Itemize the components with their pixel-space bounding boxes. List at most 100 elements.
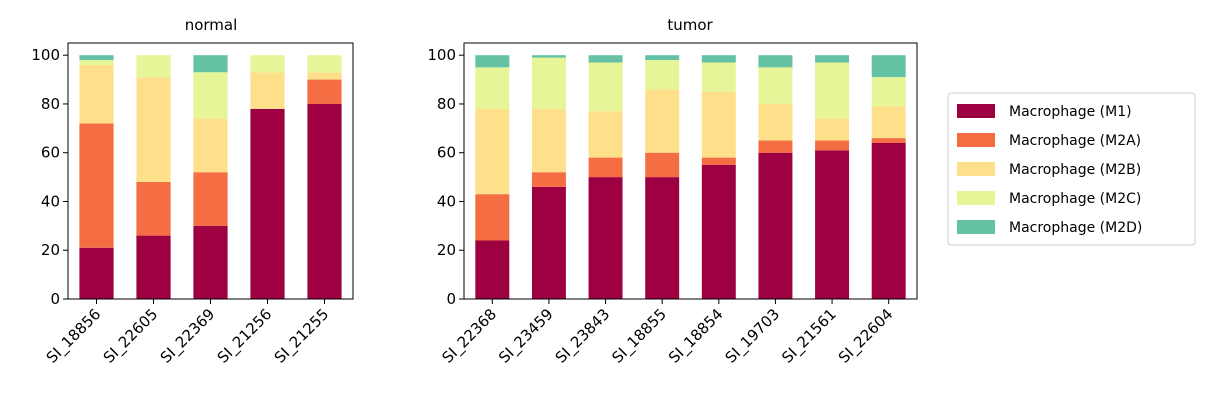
bar-segment-tumor-SI_18854-0 [701, 164, 736, 299]
x-tick-label: SI_21561 [778, 305, 840, 367]
normal-panel: normal SI_18856SI_22605SI_22369SI_21256S… [31, 16, 354, 367]
bar-segment-tumor-SI_23459-2 [531, 108, 566, 173]
bar-segment-tumor-SI_21561-4 [815, 55, 850, 63]
bar-segment-normal-SI_21256-3 [250, 55, 285, 73]
bar-segment-tumor-SI_18854-1 [701, 157, 736, 165]
x-tick-label: SI_23843 [552, 305, 614, 367]
bar-segment-tumor-SI_18855-4 [645, 55, 680, 61]
legend-swatch [957, 133, 995, 147]
bar-segment-tumor-SI_18854-4 [701, 55, 736, 63]
x-tick-label: SI_22369 [157, 305, 219, 367]
y-tick-label: 0 [50, 290, 60, 308]
bar-segment-normal-SI_18856-4 [79, 55, 114, 61]
bar-segment-tumor-SI_18855-1 [645, 152, 680, 178]
bar-segment-tumor-SI_22604-4 [871, 55, 906, 78]
bar-segment-tumor-SI_22604-0 [871, 142, 906, 299]
bar-segment-tumor-SI_21561-3 [815, 62, 850, 119]
bar-segment-normal-SI_21255-0 [307, 103, 342, 299]
bar-segment-normal-SI_22605-0 [136, 235, 171, 299]
y-tick-label: 20 [41, 241, 60, 259]
y-tick-label: 80 [41, 95, 60, 113]
bar-segment-tumor-SI_21561-0 [815, 150, 850, 299]
bar-segment-tumor-SI_23459-4 [531, 55, 566, 58]
bar-segment-normal-SI_22605-3 [136, 55, 171, 78]
x-tick-label: SI_22605 [100, 305, 162, 367]
legend-swatch [957, 191, 995, 205]
bar-segment-tumor-SI_22368-2 [475, 108, 510, 195]
bar-segment-normal-SI_18856-1 [79, 123, 114, 248]
plot-frame [463, 42, 918, 300]
bar-segment-tumor-SI_23843-2 [588, 111, 623, 158]
legend-swatch [957, 162, 995, 176]
bar-segment-tumor-SI_23459-0 [531, 186, 566, 299]
panel-title-tumor: tumor [667, 16, 713, 34]
x-tick-label: SI_23459 [495, 305, 557, 367]
x-tick-label: SI_22604 [835, 305, 897, 367]
bar-segment-tumor-SI_22604-3 [871, 77, 906, 107]
bar-segment-normal-SI_22369-0 [193, 225, 228, 299]
y-tick-label: 60 [437, 144, 456, 162]
bar-segment-tumor-SI_22368-1 [475, 194, 510, 241]
x-tick-label: SI_18854 [665, 305, 727, 367]
y-tick-label: 20 [437, 241, 456, 259]
y-tick-label: 80 [437, 95, 456, 113]
bar-segment-tumor-SI_21561-2 [815, 118, 850, 141]
panel-title-normal: normal [185, 16, 238, 34]
bar-segment-tumor-SI_18855-0 [645, 177, 680, 299]
bar-segment-normal-SI_18856-2 [79, 64, 114, 124]
bar-segment-normal-SI_22369-1 [193, 172, 228, 226]
bar-segment-tumor-SI_22604-1 [871, 138, 906, 143]
bar-segment-normal-SI_22369-2 [193, 118, 228, 173]
bar-segment-tumor-SI_19703-1 [758, 140, 793, 153]
bar-segment-tumor-SI_23843-0 [588, 177, 623, 299]
bar-segment-tumor-SI_23459-3 [531, 57, 566, 109]
bar-segment-tumor-SI_21561-1 [815, 140, 850, 151]
bar-segment-normal-SI_22605-1 [136, 181, 171, 236]
legend-label: Macrophage (M2C) [1009, 191, 1141, 207]
y-tick-label: 40 [437, 192, 456, 210]
bar-segment-tumor-SI_23843-4 [588, 55, 623, 63]
y-tick-label: 100 [427, 46, 456, 64]
legend: Macrophage (M1) Macrophage (M2A) Macrophag… [947, 92, 1196, 246]
y-tick-label: 100 [31, 46, 60, 64]
bar-segment-tumor-SI_18854-3 [701, 62, 736, 92]
bar-segment-normal-SI_22605-2 [136, 77, 171, 182]
x-tick-label: SI_22368 [439, 305, 501, 367]
legend-label: Macrophage (M1) [1009, 104, 1132, 120]
legend-swatch [957, 220, 995, 234]
x-tick-label: SI_19703 [722, 305, 784, 367]
bar-segment-tumor-SI_19703-0 [758, 152, 793, 299]
legend-label: Macrophage (M2A) [1009, 133, 1141, 149]
bar-segment-normal-SI_21255-3 [307, 55, 342, 73]
bar-segment-normal-SI_22369-3 [193, 72, 228, 119]
bar-segment-tumor-SI_22368-0 [475, 240, 510, 299]
bar-segment-tumor-SI_19703-3 [758, 67, 793, 104]
legend-label: Macrophage (M2D) [1009, 220, 1142, 236]
legend-label: Macrophage (M2B) [1009, 162, 1141, 178]
bar-segment-normal-SI_18856-3 [79, 60, 114, 65]
bar-segment-normal-SI_22369-4 [193, 55, 228, 73]
x-tick-label: SI_18856 [43, 305, 105, 367]
bar-segment-tumor-SI_18855-3 [645, 60, 680, 90]
bar-segment-normal-SI_21256-2 [250, 72, 285, 109]
bar-segment-normal-SI_21255-1 [307, 79, 342, 104]
bar-segment-tumor-SI_19703-2 [758, 103, 793, 141]
x-tick-label: SI_18855 [608, 305, 670, 367]
bar-segment-tumor-SI_18854-2 [701, 91, 736, 158]
bar-segment-tumor-SI_23843-1 [588, 157, 623, 178]
x-tick-label: SI_21255 [271, 305, 333, 367]
bar-segment-tumor-SI_22368-4 [475, 55, 510, 68]
plot-frame [67, 42, 354, 300]
bar-segment-tumor-SI_22604-2 [871, 106, 906, 139]
legend-swatch [957, 104, 995, 118]
bar-segment-tumor-SI_23843-3 [588, 62, 623, 112]
y-tick-label: 0 [446, 290, 456, 308]
y-tick-label: 60 [41, 144, 60, 162]
bar-segment-normal-SI_21256-0 [250, 108, 285, 299]
tumor-panel: tumor SI_22368SI_23459SI_23843SI_18855SI… [427, 16, 918, 367]
bar-segment-tumor-SI_18855-2 [645, 89, 680, 153]
bar-segment-tumor-SI_22368-3 [475, 67, 510, 109]
y-tick-label: 40 [41, 192, 60, 210]
bar-segment-normal-SI_18856-0 [79, 247, 114, 299]
